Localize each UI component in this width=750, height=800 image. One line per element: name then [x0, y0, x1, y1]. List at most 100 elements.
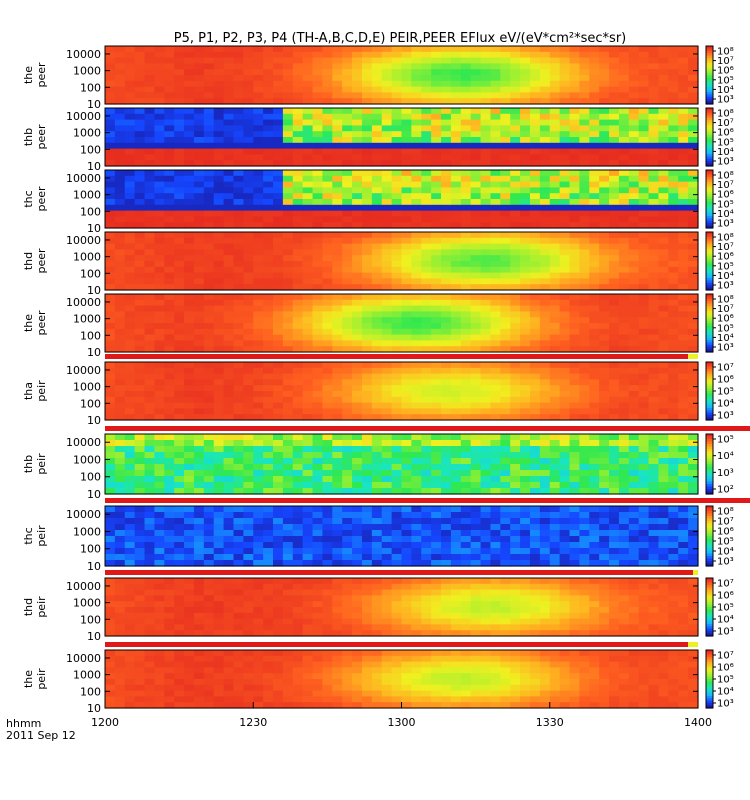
spectrogram-cell	[450, 148, 462, 155]
spectrogram-cell	[450, 554, 462, 561]
spectrogram-cell	[124, 63, 136, 70]
spectrogram-cell	[559, 391, 571, 398]
spectrogram-cell	[184, 548, 195, 555]
spectrogram-cell	[609, 470, 620, 477]
spectrogram-cell	[312, 75, 324, 82]
spectrogram-cell	[529, 154, 541, 161]
spectrogram-cell	[470, 278, 482, 285]
spectrogram-cell	[134, 440, 146, 447]
spectrogram-cell	[352, 284, 363, 291]
spectrogram-cell	[421, 193, 432, 200]
spectrogram-cell	[174, 379, 185, 386]
spectrogram-cell	[579, 181, 590, 188]
spectrogram-cell	[658, 305, 669, 312]
spectrogram-cell	[411, 98, 422, 105]
spectrogram-cell	[312, 305, 324, 312]
spectrogram-cell	[174, 181, 185, 188]
spectrogram-cell	[371, 542, 383, 549]
spectrogram-cell	[539, 294, 551, 301]
spectrogram-cell	[401, 69, 412, 76]
spectrogram-cell	[391, 560, 403, 567]
spectrogram-cell	[144, 402, 156, 409]
spectrogram-cell	[213, 524, 225, 531]
spectrogram-cell	[401, 470, 412, 477]
spectrogram-cell	[292, 408, 304, 415]
spectrogram-cell	[332, 470, 343, 477]
spectrogram-cell	[124, 379, 136, 386]
spectrogram-cell	[312, 108, 324, 115]
spectrogram-cell	[648, 125, 660, 132]
spectrogram-cell	[371, 512, 383, 519]
spectrogram-cell	[124, 113, 136, 121]
spectrogram-cell	[529, 175, 541, 183]
spectrogram-cell	[688, 385, 699, 392]
spectrogram-cell	[322, 108, 333, 115]
spectrogram-cell	[559, 379, 571, 386]
spectrogram-cell	[154, 458, 165, 465]
spectrogram-cell	[539, 148, 551, 155]
panel-frame	[104, 293, 699, 353]
spectrogram-cell	[688, 57, 699, 64]
spectrogram-cell	[579, 160, 590, 167]
colorbar-cell	[706, 491, 713, 495]
spectrogram-cell	[282, 249, 294, 256]
spectrogram-cell	[322, 294, 333, 301]
spectrogram-cell	[253, 560, 264, 567]
spectrogram-cell	[450, 328, 462, 336]
spectrogram-cell	[342, 340, 353, 347]
spectrogram-cell	[371, 476, 383, 483]
spectrogram-cell	[263, 272, 274, 279]
spectrogram-cell	[599, 305, 610, 312]
spectrogram-cell	[599, 57, 610, 64]
spectrogram-cell	[273, 86, 284, 93]
spectrogram-cell	[114, 362, 126, 369]
spectrogram-cell	[292, 396, 304, 404]
spectrogram-cell	[282, 63, 294, 70]
spectrogram-cell	[480, 193, 492, 200]
spectrogram-cell	[648, 204, 660, 212]
spectrogram-cell	[549, 385, 561, 392]
spectrogram-cell	[144, 46, 156, 53]
spectrogram-cell	[589, 237, 600, 245]
spectrogram-cell	[648, 86, 660, 93]
spectrogram-cell	[124, 476, 136, 483]
spectrogram-cell	[105, 334, 116, 341]
spectrogram-cell	[114, 232, 126, 239]
spectrogram-cell	[361, 408, 373, 415]
spectrogram-cell	[391, 385, 403, 392]
spectrogram-cell	[273, 305, 284, 312]
spectrogram-cell	[124, 402, 136, 409]
colorbar-tick-label: 10⁶	[717, 375, 734, 386]
spectrogram-cell	[421, 482, 432, 489]
spectrogram-cell	[589, 379, 600, 386]
spectrogram-cell	[273, 542, 284, 549]
spectrogram-cell	[243, 518, 254, 525]
spectrogram-cell	[282, 284, 294, 291]
spectrogram-cell	[352, 51, 363, 59]
y-tick-label: 10	[87, 346, 101, 359]
colorbar-cell	[706, 308, 713, 312]
spectrogram-cell	[243, 204, 254, 212]
spectrogram-cell	[688, 266, 699, 274]
spectrogram-cell	[579, 113, 590, 121]
spectrogram-cell	[529, 299, 541, 307]
spectrogram-cell	[154, 542, 165, 549]
spectrogram-cell	[124, 362, 136, 369]
colorbar-tick-label: 10⁷	[717, 304, 734, 315]
spectrogram-cell	[144, 464, 156, 471]
spectrogram-cell	[421, 92, 432, 99]
spectrogram-cell	[253, 530, 264, 537]
spectrogram-cell	[134, 222, 146, 229]
spectrogram-cell	[253, 187, 264, 194]
spectrogram-cell	[243, 154, 254, 161]
spectrogram-cell	[164, 187, 175, 194]
spectrogram-cell	[460, 470, 472, 477]
spectrogram-cell	[302, 379, 314, 386]
spectrogram-cell	[371, 92, 383, 99]
spectrogram-cell	[154, 305, 165, 312]
spectrogram-cell	[105, 51, 116, 59]
spectrogram-cell	[510, 476, 521, 483]
spectrogram-cell	[213, 243, 225, 250]
spectrogram-cell	[539, 154, 551, 161]
spectrogram-cell	[618, 396, 630, 404]
